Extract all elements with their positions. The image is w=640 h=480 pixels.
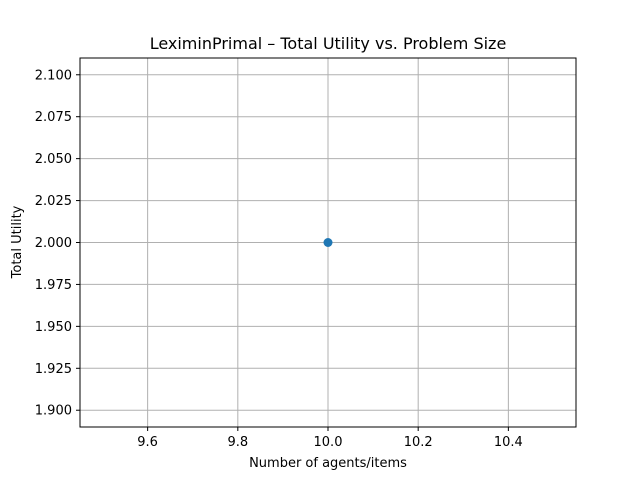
grid [80, 58, 576, 427]
y-tick-label: 2.025 [35, 194, 72, 209]
x-axis-label: Number of agents/items [249, 456, 407, 471]
data-points [323, 238, 333, 247]
x-tick-label: 9.6 [137, 435, 158, 450]
x-tick-label: 10.2 [404, 435, 433, 450]
y-tick-label: 2.000 [35, 236, 72, 251]
x-tick-label: 9.8 [227, 435, 248, 450]
y-tick-label: 1.900 [35, 404, 72, 419]
chart-title: LeximinPrimal – Total Utility vs. Proble… [150, 34, 507, 53]
x-tick-label: 10.0 [314, 435, 343, 450]
x-tick-label: 10.4 [494, 435, 523, 450]
y-axis-ticks: 1.900 1.925 1.950 1.975 2.000 2.025 2.050 2.075… [35, 68, 80, 419]
y-tick-label: 2.075 [35, 110, 72, 125]
x-axis-ticks: 9.6 9.8 10.0 10.2 10.4 [137, 427, 523, 450]
y-tick-label: 2.050 [35, 152, 72, 167]
y-tick-label: 1.975 [35, 278, 72, 293]
y-tick-label: 1.950 [35, 320, 72, 335]
data-point [323, 238, 333, 247]
y-tick-label: 2.100 [35, 68, 72, 83]
y-tick-label: 1.925 [35, 362, 72, 377]
y-axis-label: Total Utility [10, 205, 25, 279]
